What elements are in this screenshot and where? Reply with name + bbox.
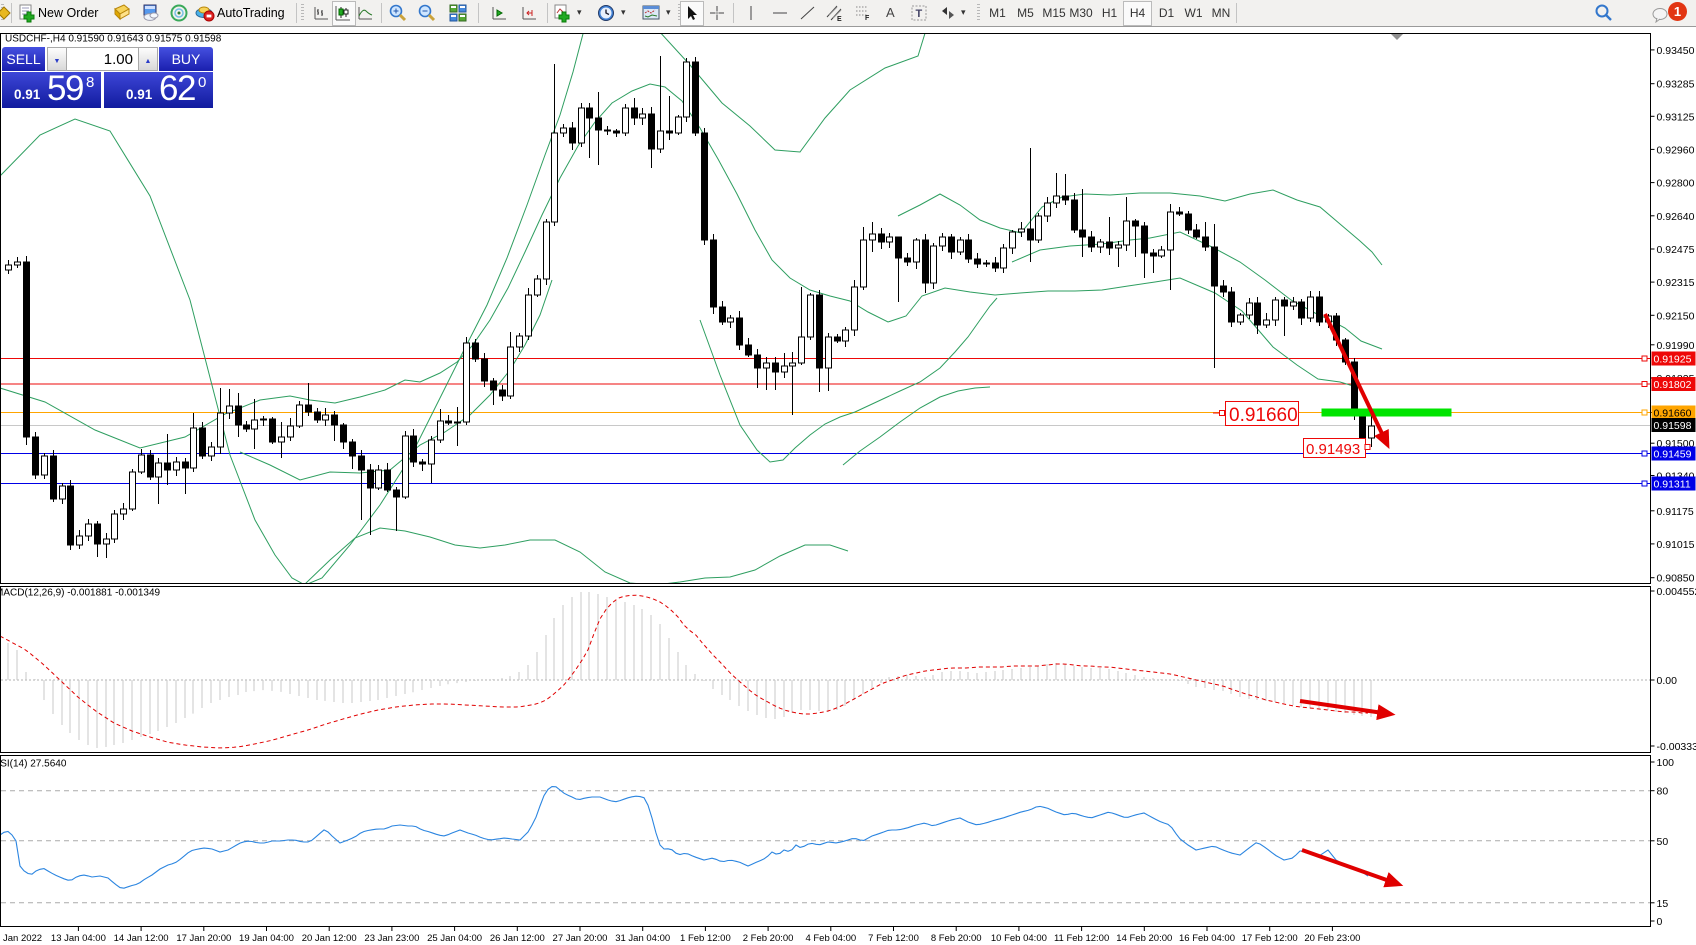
svg-text:15: 15: [1657, 898, 1669, 910]
svg-text:0.92315: 0.92315: [1657, 277, 1695, 289]
svg-text:0.92150: 0.92150: [1657, 310, 1695, 322]
svg-text:RSI(14) 27.5640: RSI(14) 27.5640: [0, 759, 67, 770]
svg-text:MACD(12,26,9) -0.001881 -0.001: MACD(12,26,9) -0.001881 -0.001349: [0, 588, 161, 599]
svg-text:25 Jan 04:00: 25 Jan 04:00: [427, 933, 482, 944]
svg-text:Jan 2022: Jan 2022: [3, 933, 42, 944]
svg-text:0.92640: 0.92640: [1657, 211, 1695, 223]
svg-text:19 Jan 04:00: 19 Jan 04:00: [239, 933, 294, 944]
svg-text:14 Jan 12:00: 14 Jan 12:00: [114, 933, 169, 944]
svg-text:50: 50: [1657, 836, 1669, 848]
svg-text:0: 0: [1657, 916, 1663, 928]
svg-text:17 Jan 20:00: 17 Jan 20:00: [176, 933, 231, 944]
svg-text:17 Feb 12:00: 17 Feb 12:00: [1242, 933, 1298, 944]
svg-text:0.93125: 0.93125: [1657, 111, 1695, 123]
svg-text:26 Jan 12:00: 26 Jan 12:00: [490, 933, 545, 944]
svg-text:31 Jan 04:00: 31 Jan 04:00: [615, 933, 670, 944]
svg-text:13 Jan 04:00: 13 Jan 04:00: [51, 933, 106, 944]
svg-text:T: T: [916, 8, 923, 20]
svg-text:4 Feb 04:00: 4 Feb 04:00: [805, 933, 856, 944]
svg-text:-0.003335: -0.003335: [1657, 741, 1696, 753]
svg-text:0.91802: 0.91802: [1654, 379, 1692, 391]
svg-text:0.91493: 0.91493: [1306, 441, 1360, 458]
svg-text:0.004552: 0.004552: [1657, 586, 1696, 598]
svg-text:8 Feb 20:00: 8 Feb 20:00: [931, 933, 982, 944]
svg-text:0.91925: 0.91925: [1654, 354, 1692, 366]
svg-text:E: E: [837, 16, 842, 23]
svg-text:0.91598: 0.91598: [1654, 420, 1692, 432]
svg-text:USDCHF-,H4 0.91590 0.91643 0.: USDCHF-,H4 0.91590 0.91643 0.91575 0.915…: [5, 34, 222, 45]
svg-text:0.91459: 0.91459: [1654, 449, 1692, 461]
svg-text:10 Feb 04:00: 10 Feb 04:00: [991, 933, 1047, 944]
svg-text:0.93285: 0.93285: [1657, 79, 1695, 91]
svg-text:0.91660: 0.91660: [1229, 405, 1298, 426]
svg-text:0.92960: 0.92960: [1657, 144, 1695, 156]
svg-text:100: 100: [1657, 757, 1675, 769]
svg-text:0.91660: 0.91660: [1654, 408, 1692, 420]
svg-text:16 Feb 04:00: 16 Feb 04:00: [1179, 933, 1235, 944]
svg-text:11 Feb 12:00: 11 Feb 12:00: [1054, 933, 1109, 944]
svg-text:0.00: 0.00: [1657, 675, 1678, 687]
svg-text:0.91311: 0.91311: [1654, 479, 1691, 491]
svg-text:14 Feb 20:00: 14 Feb 20:00: [1116, 933, 1172, 944]
svg-text:0.91015: 0.91015: [1657, 539, 1695, 551]
svg-text:80: 80: [1657, 786, 1669, 798]
svg-text:0.90850: 0.90850: [1657, 573, 1695, 585]
svg-text:27 Jan 20:00: 27 Jan 20:00: [553, 933, 608, 944]
svg-text:0.92800: 0.92800: [1657, 178, 1695, 190]
svg-text:F: F: [865, 15, 870, 22]
svg-text:7 Feb 12:00: 7 Feb 12:00: [868, 933, 919, 944]
svg-text:0.93450: 0.93450: [1657, 45, 1695, 57]
svg-text:2 Feb 20:00: 2 Feb 20:00: [743, 933, 794, 944]
svg-text:1 Feb 12:00: 1 Feb 12:00: [680, 933, 731, 944]
svg-text:20 Feb 23:00: 20 Feb 23:00: [1304, 933, 1360, 944]
svg-text:20 Jan 12:00: 20 Jan 12:00: [302, 933, 357, 944]
svg-text:23 Jan 23:00: 23 Jan 23:00: [364, 933, 419, 944]
svg-text:0.92475: 0.92475: [1657, 244, 1695, 256]
svg-text:0.91175: 0.91175: [1657, 506, 1694, 518]
svg-text:0.91990: 0.91990: [1657, 340, 1695, 352]
